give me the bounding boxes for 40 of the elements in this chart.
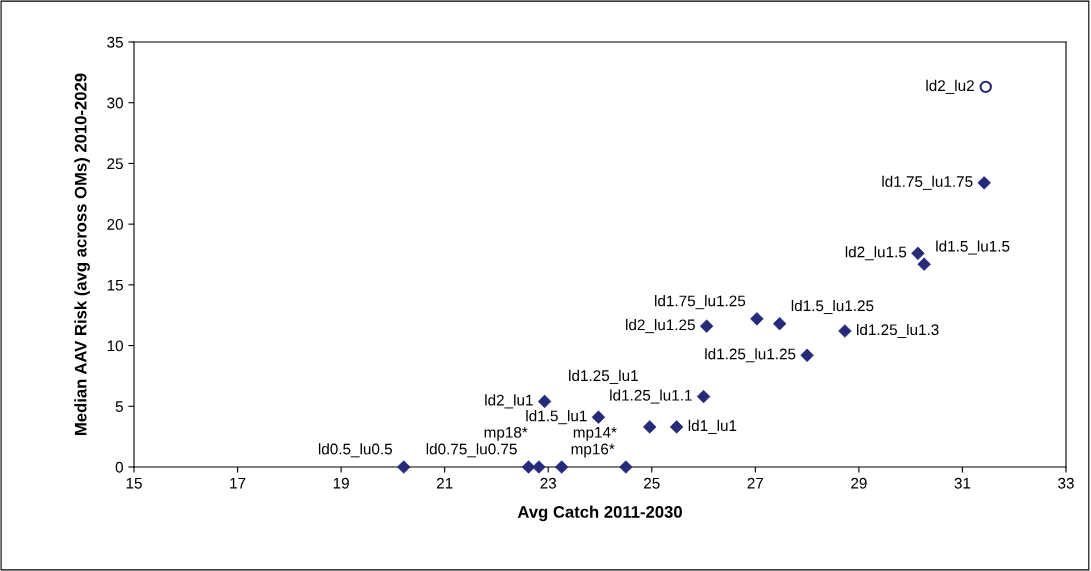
annotation: ld1.5_lu1.5	[936, 240, 1010, 255]
annotation: ld1.25_lu1	[569, 369, 638, 384]
y-axis-title: Median AAV Risk (avg across OMs) 2010-2029	[74, 73, 90, 435]
annotation: ld2_lu2	[926, 79, 974, 94]
x-axis-title: Avg Catch 2011-2030	[517, 505, 682, 522]
x-tick-label: 15	[126, 477, 142, 489]
y-tick-label: 20	[107, 219, 123, 230]
x-tick-label: 27	[747, 477, 764, 489]
x-tick-label: 21	[436, 477, 453, 489]
x-tick-label: 19	[333, 477, 349, 489]
annotation: ld0.75_lu0.75	[426, 443, 517, 458]
x-tick-label: 17	[230, 477, 246, 489]
annotation: mp14*	[573, 427, 617, 441]
annotation: ld1.5_lu1	[526, 410, 587, 425]
annotation: ld1.25_lu1.25	[705, 348, 796, 363]
annotation: ld1.5_lu1.25	[791, 299, 874, 315]
annotation: ld2_lu1.5	[845, 246, 907, 261]
y-tick-label: 30	[107, 97, 123, 109]
x-tick-label: 25	[644, 477, 660, 489]
y-tick-label: 0	[115, 461, 123, 473]
annotation: ld2_lu1	[485, 394, 533, 409]
y-tick-label: 5	[115, 401, 123, 412]
x-tick-label: 29	[851, 477, 867, 489]
annotation: mp18*	[484, 426, 528, 441]
x-tick-label: 31	[954, 477, 971, 489]
y-tick-label: 35	[107, 36, 123, 48]
annotation: ld1.25_lu1.1	[610, 389, 692, 404]
annotation: ld1.75_lu1.25	[655, 295, 746, 310]
x-tick-label: 23	[540, 477, 557, 489]
x-tick-label: 33	[1058, 477, 1074, 489]
annotation: ld2_lu1.25	[626, 319, 695, 334]
annotation: ld0.5_lu0.5	[318, 443, 393, 458]
point	[979, 80, 992, 94]
annotation: ld1.75_lu1.75	[882, 175, 973, 190]
y-tick-label: 15	[107, 279, 123, 291]
annotation: ld1.25_lu1.3	[857, 323, 939, 338]
annotation: ld1_lu1	[688, 419, 737, 434]
y-tick-label: 25	[107, 158, 123, 170]
y-tick-label: 10	[107, 340, 123, 352]
annotation: mp16*	[571, 443, 615, 458]
